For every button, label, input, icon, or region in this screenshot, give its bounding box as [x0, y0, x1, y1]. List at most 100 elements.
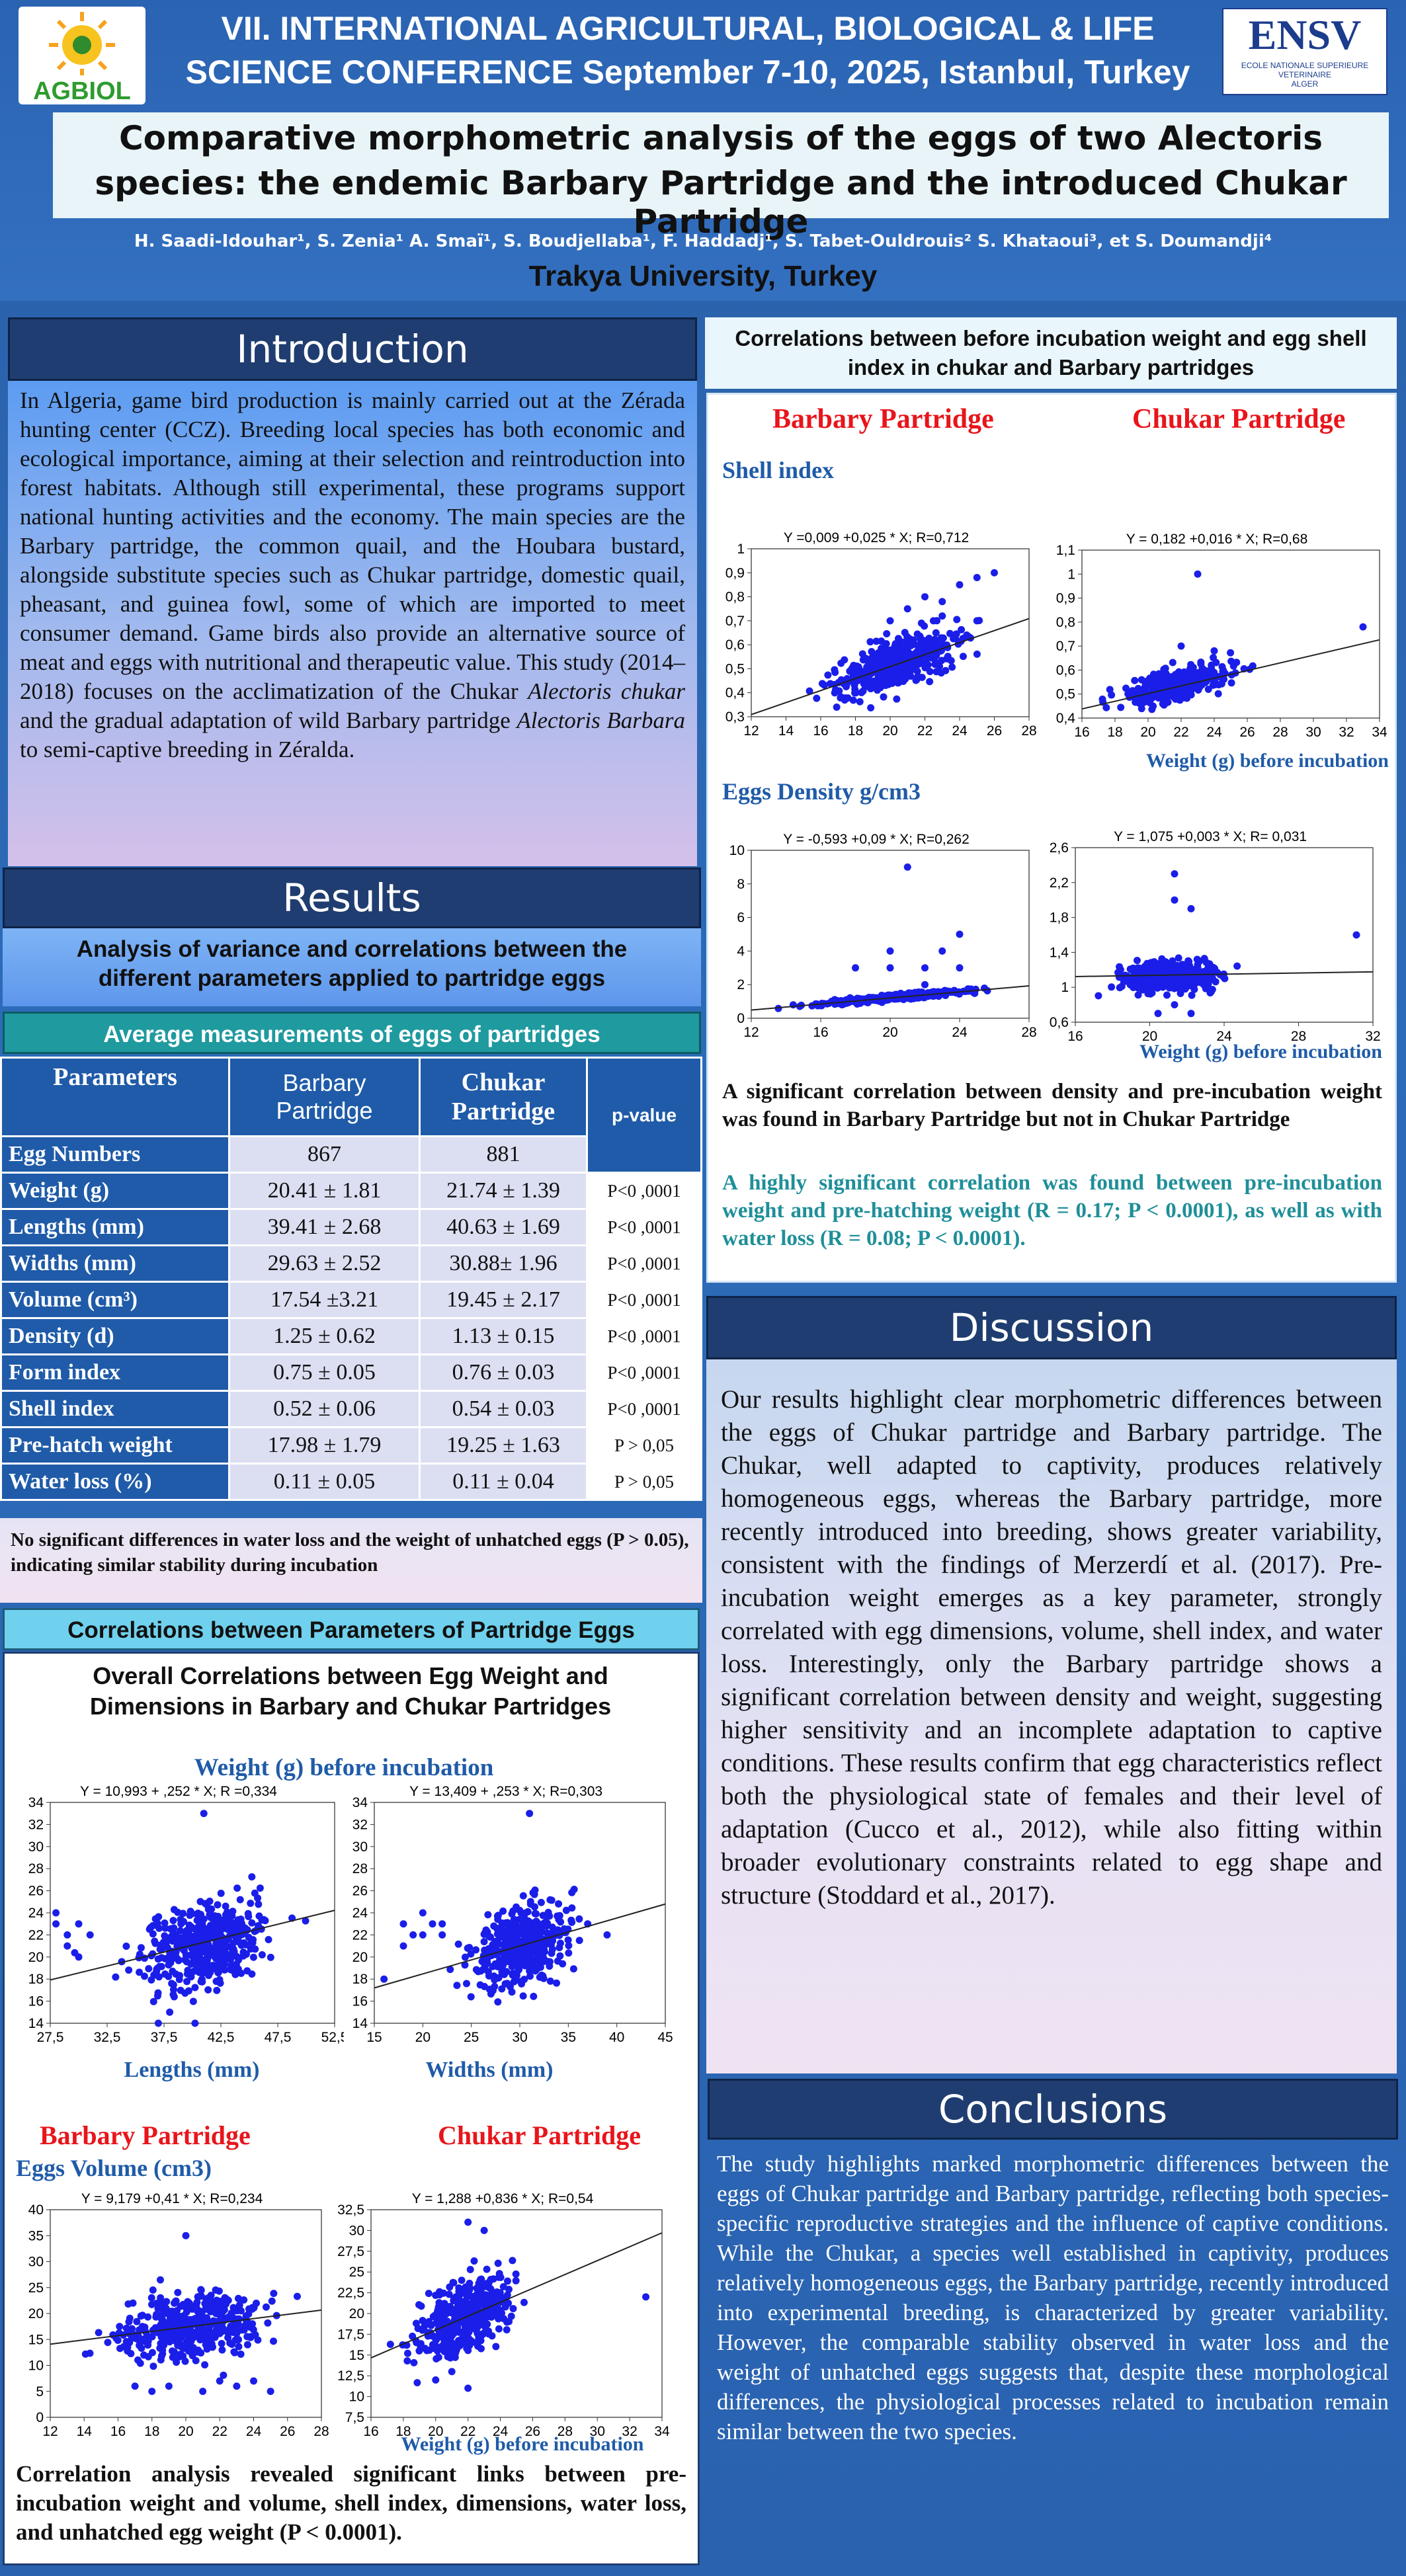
x-tick-label: 30	[512, 2030, 527, 2045]
data-point	[530, 1993, 537, 2000]
data-point	[505, 2318, 513, 2325]
data-point	[1116, 973, 1123, 981]
data-point	[188, 2306, 196, 2313]
data-point	[216, 2378, 224, 2385]
data-point	[932, 629, 940, 637]
results-title: Results	[3, 867, 701, 928]
data-point	[1208, 988, 1215, 995]
x-tick-label: 16	[813, 1025, 828, 1040]
x-tick-label: 16	[1067, 1029, 1083, 1044]
x-tick-label: 15	[366, 2030, 382, 2045]
data-point	[516, 1907, 523, 1914]
data-point	[270, 2290, 277, 2297]
data-point	[149, 2362, 157, 2370]
poster-title-line-1: Comparative morphometric analysis of the…	[53, 119, 1389, 157]
data-point	[1174, 694, 1181, 701]
data-point	[237, 2351, 245, 2358]
data-point	[1182, 977, 1190, 984]
data-point	[216, 1942, 224, 1949]
data-point	[168, 1980, 175, 1987]
data-point	[490, 1922, 497, 1929]
data-point	[224, 1951, 231, 1958]
intro-text-3: to semi-captive breeding in Zéralda.	[20, 737, 354, 762]
data-point	[165, 2382, 173, 2390]
data-point	[1171, 1001, 1179, 1008]
chukar-label-right: Chukar Partridge	[1132, 403, 1345, 435]
data-point	[527, 1900, 534, 1908]
scatter-points	[82, 2232, 301, 2395]
data-point	[1122, 684, 1130, 692]
data-point	[1134, 977, 1141, 984]
y-tick-label: 7,5	[345, 2410, 364, 2425]
y-tick-label: 20	[28, 1950, 44, 1965]
conference-line-2: SCIENCE CONFERENCE September 7-10, 2025,…	[159, 53, 1217, 91]
data-point	[887, 647, 894, 654]
data-point	[199, 2388, 206, 2395]
row-barbary: 17.98 ± 1.79	[229, 1428, 420, 1464]
data-point	[899, 639, 907, 646]
data-point	[215, 1924, 222, 1931]
data-point	[1180, 961, 1188, 969]
data-point	[511, 1926, 518, 1933]
row-pvalue: P<0 ,0001	[587, 1282, 702, 1318]
data-point	[1099, 696, 1106, 703]
data-point	[161, 1932, 168, 1939]
data-point	[196, 1912, 203, 1919]
x-tick-label: 42,5	[208, 2030, 235, 2045]
data-point	[178, 2329, 185, 2336]
data-point	[190, 1997, 197, 2005]
data-point	[567, 1917, 575, 1924]
data-point	[134, 2356, 142, 2364]
x-tick-label: 28	[1021, 1025, 1036, 1040]
data-point	[181, 1956, 188, 1964]
data-point	[1145, 695, 1153, 702]
data-point	[532, 1910, 540, 1917]
intro-species-2: Alectoris Barbara	[517, 707, 685, 733]
data-point	[1163, 699, 1170, 706]
data-point	[216, 2288, 223, 2295]
y-tick-label: 18	[28, 1972, 44, 1987]
x-tick-label: 32	[1339, 725, 1354, 740]
data-point	[249, 1939, 257, 1947]
y-tick-label: 0	[36, 2410, 44, 2425]
shell-weight-label: Weight (g) before incubation	[1085, 750, 1389, 772]
data-point	[249, 2320, 256, 2327]
data-point	[493, 2308, 501, 2315]
data-point	[440, 2312, 448, 2319]
x-tick-label: 18	[144, 2424, 159, 2439]
data-point	[1175, 954, 1182, 961]
data-point	[524, 1948, 531, 1955]
data-point	[492, 2343, 499, 2351]
data-point	[243, 1967, 251, 1974]
y-tick-label: 16	[352, 1994, 368, 2009]
data-point	[973, 617, 981, 624]
data-point	[208, 1923, 216, 1930]
data-point	[409, 1931, 417, 1939]
data-point	[932, 659, 940, 666]
plot-area	[371, 2210, 662, 2417]
data-point	[532, 1967, 539, 1974]
row-param: Shell index	[1, 1391, 229, 1428]
data-point	[837, 660, 845, 667]
row-pvalue: P<0 ,0001	[587, 1391, 702, 1428]
data-point	[213, 1987, 220, 1994]
data-point	[1149, 703, 1157, 710]
x-tick-label: 24	[246, 2424, 262, 2439]
data-point	[400, 1920, 407, 1927]
data-point	[532, 1932, 540, 1939]
data-point	[1163, 672, 1170, 680]
table-row: Lengths (mm) 39.41 ± 2.68 40.63 ± 1.69 P<0 …	[1, 1209, 702, 1246]
data-point	[140, 2337, 147, 2345]
row-barbary: 1.25 ± 0.62	[229, 1318, 420, 1355]
data-point	[187, 1960, 194, 1968]
data-point	[490, 2290, 497, 2298]
data-point	[194, 2349, 201, 2356]
y-tick-label: 34	[352, 1795, 368, 1810]
data-point	[1353, 932, 1360, 939]
data-point	[474, 2298, 481, 2305]
data-point	[642, 2293, 649, 2300]
data-point	[52, 1910, 60, 1917]
chart-equation: Y = 10,993 + ,252 * X; R =0,334	[80, 1784, 277, 1799]
data-point	[938, 598, 946, 605]
data-point	[438, 1931, 446, 1939]
